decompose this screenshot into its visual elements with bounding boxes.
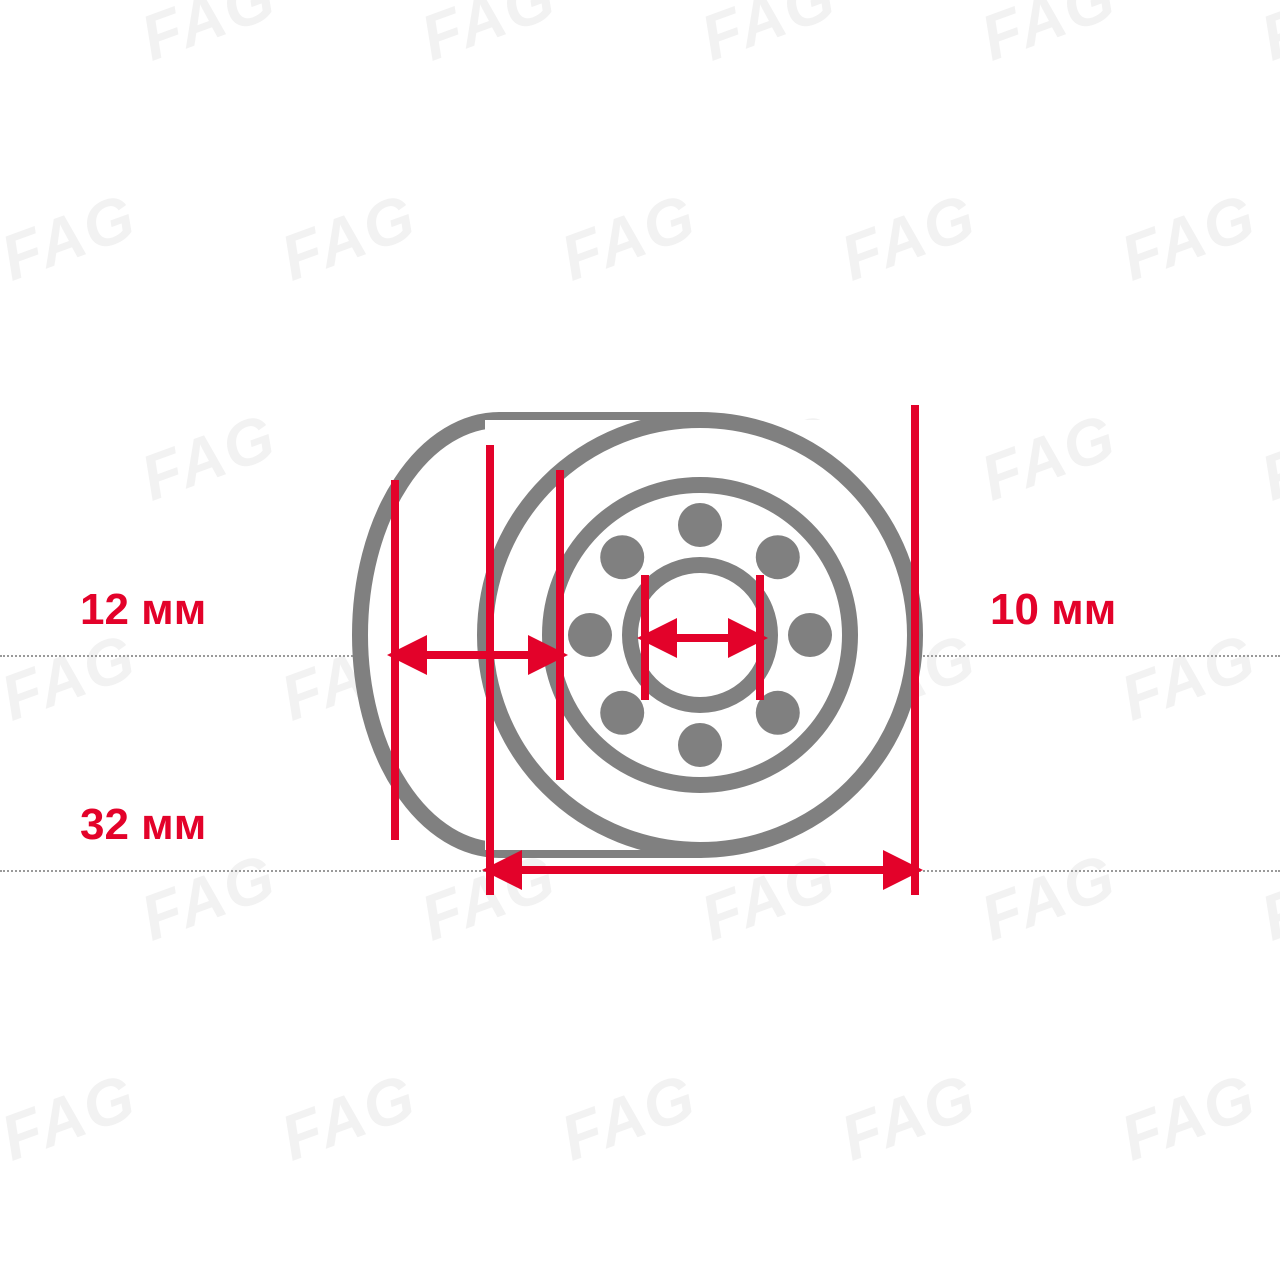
label-inner-diameter: 10 мм <box>990 585 1116 635</box>
label-width: 12 мм <box>80 585 206 635</box>
label-outer-diameter: 32 мм <box>80 800 206 850</box>
bearing-diagram <box>0 0 1280 1280</box>
